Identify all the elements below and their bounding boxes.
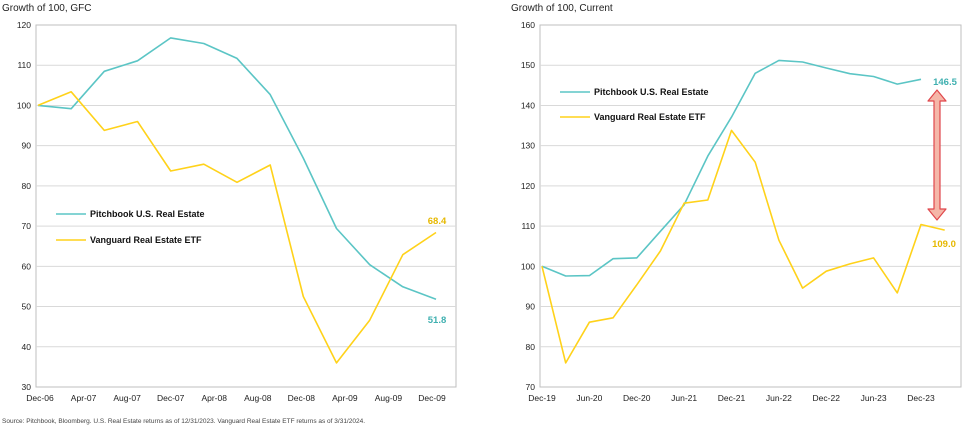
x-tick-label: Apr-08 (201, 393, 227, 403)
end-label-pitchbook-gfc: 51.8 (428, 315, 447, 326)
x-tick-label: Dec-20 (623, 393, 651, 403)
x-tick-label: Dec-21 (718, 393, 746, 403)
gridlines-current (540, 64, 961, 348)
y-tick-label: 80 (526, 342, 536, 352)
series-lines-gfc (37, 37, 437, 364)
x-tick-label: Dec-06 (26, 393, 54, 403)
legend-gfc: Pitchbook U.S. Real Estate Vanguard Real… (56, 209, 205, 245)
x-tick-label: Jun-21 (671, 393, 697, 403)
y-tick-label: 70 (22, 221, 32, 231)
end-label-pitchbook-current: 146.5 (933, 77, 957, 88)
legend-current: Pitchbook U.S. Real Estate Vanguard Real… (560, 87, 709, 122)
x-tick-label: Apr-07 (71, 393, 97, 403)
y-tick-label: 120 (17, 20, 31, 30)
y-tick-label: 160 (521, 20, 535, 30)
y-tick-label: 130 (521, 141, 535, 151)
end-label-vanguard-current: 109.0 (932, 239, 956, 250)
legend-label-vanguard: Vanguard Real Estate ETF (90, 235, 202, 245)
x-tick-label: Aug-09 (375, 393, 403, 403)
y-tick-label: 40 (22, 342, 32, 352)
x-axis-current: Dec-19 Jun-20 Dec-20 Jun-21 Dec-21 Jun-22 Dec-… (528, 393, 935, 403)
y-tick-label: 120 (521, 181, 535, 191)
plot-area-gfc (35, 24, 457, 388)
y-axis-gfc: 30 40 50 60 70 80 90 100 110 120 (17, 20, 31, 392)
legend-label-pitchbook-current: Pitchbook U.S. Real Estate (594, 87, 709, 97)
x-tick-label: Dec-07 (157, 393, 185, 403)
chart-gfc: Growth of 100, GFC 30 40 50 60 70 80 90 100 110 1… (2, 3, 457, 403)
chart-title-current: Growth of 100, Current (511, 3, 613, 14)
y-tick-label: 110 (17, 60, 31, 70)
x-tick-label: Apr-09 (332, 393, 358, 403)
series-lines-current (541, 59, 945, 364)
y-tick-label: 150 (521, 60, 535, 70)
y-axis-current: 70 80 90 100 110 120 130 140 150 160 (521, 20, 535, 392)
y-tick-label: 110 (521, 221, 535, 231)
y-tick-label: 100 (521, 261, 535, 271)
x-tick-label: Jun-20 (576, 393, 602, 403)
y-tick-label: 90 (526, 302, 536, 312)
x-tick-label: Dec-23 (907, 393, 935, 403)
legend-label-pitchbook: Pitchbook U.S. Real Estate (90, 209, 205, 219)
x-tick-label: Aug-08 (244, 393, 272, 403)
y-tick-label: 60 (22, 261, 32, 271)
series-line-vanguard (541, 129, 945, 364)
x-tick-label: Dec-09 (418, 393, 446, 403)
source-note: Source: Pitchbook, Bloomberg. U.S. Real … (2, 418, 365, 425)
y-tick-label: 30 (22, 382, 32, 392)
y-tick-label: 140 (521, 100, 535, 110)
y-tick-label: 70 (526, 382, 536, 392)
double-arrow-icon (927, 89, 947, 221)
x-tick-label: Dec-22 (813, 393, 841, 403)
chart-current: Growth of 100, Current 70 80 90 100 110 120 13… (511, 3, 962, 403)
y-tick-label: 100 (17, 100, 31, 110)
x-tick-label: Jun-22 (766, 393, 792, 403)
y-tick-label: 90 (22, 141, 32, 151)
x-tick-label: Dec-08 (288, 393, 316, 403)
x-tick-label: Dec-19 (528, 393, 556, 403)
y-tick-label: 50 (22, 302, 32, 312)
legend-label-vanguard-current: Vanguard Real Estate ETF (594, 112, 706, 122)
x-tick-label: Aug-07 (113, 393, 141, 403)
plot-area-current (539, 24, 962, 388)
x-tick-label: Jun-23 (861, 393, 887, 403)
y-tick-label: 80 (22, 181, 32, 191)
x-axis-gfc: Dec-06 Apr-07 Aug-07 Dec-07 Apr-08 Aug-08 Dec-… (26, 393, 446, 403)
end-label-vanguard-gfc: 68.4 (428, 216, 447, 227)
chart-title-gfc: Growth of 100, GFC (2, 3, 91, 14)
gap-arrow (927, 89, 947, 221)
gridlines-gfc (36, 64, 456, 348)
